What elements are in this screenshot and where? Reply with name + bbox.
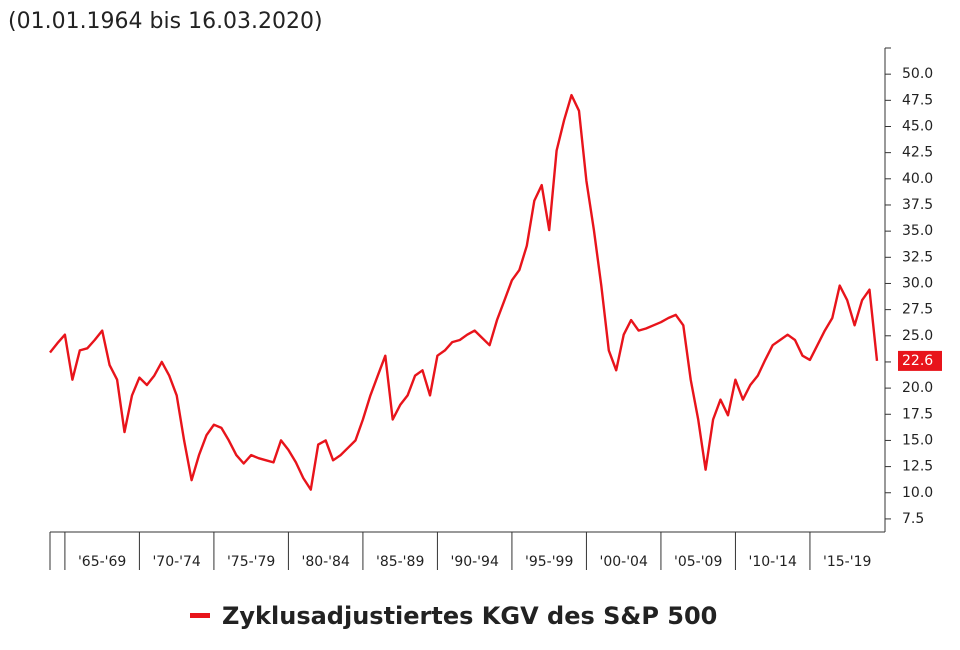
x-band-label: '80-'84 bbox=[301, 554, 349, 570]
y-tick-label: 42.5 bbox=[902, 145, 933, 161]
y-tick-label: 20.0 bbox=[902, 380, 933, 396]
x-band-label: '00-'04 bbox=[599, 554, 647, 570]
y-tick-label: 25.0 bbox=[902, 328, 933, 344]
y-tick-label: 40.0 bbox=[902, 171, 933, 187]
legend-swatch bbox=[190, 613, 210, 618]
x-band-label: '70-'74 bbox=[152, 554, 200, 570]
legend-label: Zyklusadjustiertes KGV des S&P 500 bbox=[222, 602, 717, 630]
last-value-label: 22.6 bbox=[902, 353, 933, 369]
y-tick-label: 32.5 bbox=[902, 249, 933, 265]
y-tick-label: 35.0 bbox=[902, 223, 933, 239]
y-tick-label: 45.0 bbox=[902, 118, 933, 134]
y-tick-label: 47.5 bbox=[902, 92, 933, 108]
chart-subtitle: (01.01.1964 bis 16.03.2020) bbox=[8, 9, 323, 34]
y-tick-label: 50.0 bbox=[902, 66, 933, 82]
x-band-label: '65-'69 bbox=[78, 554, 126, 570]
x-band-label: '85-'89 bbox=[376, 554, 424, 570]
y-tick-label: 30.0 bbox=[902, 275, 933, 291]
y-tick-label: 7.5 bbox=[902, 511, 924, 527]
x-band-label: '05-'09 bbox=[674, 554, 722, 570]
x-band-label: '75-'79 bbox=[227, 554, 275, 570]
y-tick-label: 27.5 bbox=[902, 302, 933, 318]
y-tick-label: 37.5 bbox=[902, 197, 933, 213]
series-line bbox=[49, 93, 879, 491]
y-tick-label: 17.5 bbox=[902, 406, 933, 422]
y-tick-label: 10.0 bbox=[902, 485, 933, 501]
x-band-label: '15-'19 bbox=[823, 554, 871, 570]
y-tick-label: 12.5 bbox=[902, 459, 933, 475]
last-value-box bbox=[898, 350, 942, 371]
y-tick-label: 15.0 bbox=[902, 432, 933, 448]
x-band-label: '95-'99 bbox=[525, 554, 573, 570]
x-band-label: '90-'94 bbox=[450, 554, 498, 570]
x-band-label: '10-'14 bbox=[748, 554, 796, 570]
